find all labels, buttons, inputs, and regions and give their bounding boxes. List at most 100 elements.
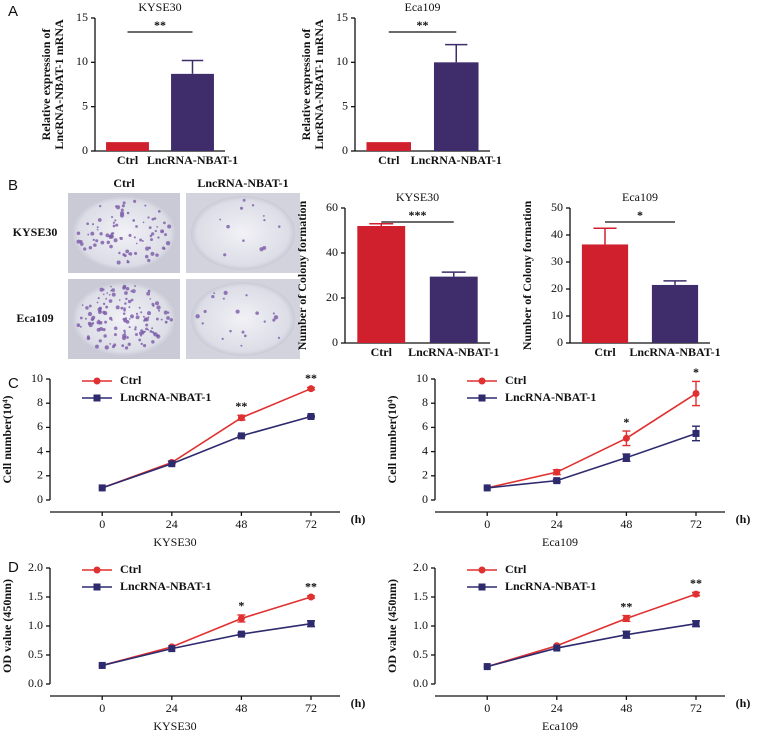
colony-dot	[164, 233, 167, 237]
colony-dot	[109, 342, 112, 345]
colony-dot	[277, 225, 281, 228]
colony-column-label: Ctrl	[113, 176, 135, 190]
x-tick-label: 72	[690, 517, 702, 531]
series-line	[102, 622, 312, 667]
error-bar	[663, 280, 687, 285]
chart-title: Eca109	[622, 190, 658, 204]
marker	[622, 454, 630, 462]
colony-dot	[91, 315, 96, 320]
colony-dot	[113, 343, 117, 347]
colony-dot	[146, 311, 152, 316]
colony-dot	[169, 318, 173, 322]
colony-dot	[96, 320, 101, 325]
colony-dot	[111, 216, 114, 219]
y-tick-label: 10	[336, 54, 348, 68]
colony-dot	[96, 327, 101, 332]
colony-dot	[142, 315, 145, 318]
legend-marker	[478, 566, 486, 574]
colony-dot	[165, 241, 171, 246]
x-unit: (h)	[351, 696, 366, 710]
y-tick-label: 1.0	[413, 618, 428, 632]
significance-label: *	[693, 365, 699, 379]
legend-marker	[93, 394, 101, 402]
colony-dot	[79, 316, 83, 320]
colony-dot	[125, 297, 128, 301]
colony-dot	[106, 240, 110, 245]
colony-dot	[195, 314, 200, 319]
colony-dot	[105, 305, 109, 309]
colony-dot	[151, 331, 153, 333]
colony-dot	[127, 342, 131, 346]
marker	[98, 661, 106, 669]
colony-dot	[81, 304, 84, 306]
colony-dot	[150, 238, 153, 242]
y-tick-label: 2.0	[28, 560, 43, 574]
colony-dot	[165, 321, 168, 323]
marker	[692, 620, 700, 628]
colony-dot	[102, 327, 106, 332]
colony-dot	[155, 253, 159, 257]
colony-dot	[149, 234, 153, 238]
colony-dot	[203, 309, 207, 314]
legend-marker	[478, 377, 486, 385]
x-tick-label: Ctrl	[117, 153, 139, 167]
error-bar	[369, 223, 394, 226]
series-line	[487, 432, 697, 489]
colony-dot	[151, 217, 155, 221]
dish	[72, 196, 176, 270]
colony-dot	[124, 317, 128, 320]
colony-dot	[128, 233, 132, 237]
colony-dot	[155, 301, 160, 306]
colony-dot	[150, 251, 155, 256]
y-tick-label: 40	[551, 227, 563, 241]
x-tick-label: 48	[620, 517, 632, 531]
colony-dot	[156, 226, 159, 228]
colony-dot	[110, 318, 113, 321]
colony-dot	[115, 205, 121, 210]
bar	[366, 142, 412, 151]
error-bar	[441, 271, 466, 277]
colony-dot	[102, 302, 106, 306]
legend-label: Ctrl	[505, 373, 527, 387]
colony-dot	[155, 317, 159, 321]
colony-dot	[124, 346, 129, 350]
significance-label: **	[620, 599, 632, 613]
y-tick-label: 4	[37, 443, 43, 457]
colony-dot	[126, 211, 130, 215]
colony-dot	[91, 223, 95, 226]
colony-dot	[83, 247, 87, 251]
y-tick-label: 0	[82, 143, 88, 157]
colony-dot	[111, 288, 116, 292]
y-axis-label: Number of Colony formation	[295, 200, 309, 350]
colony-dot	[86, 222, 89, 226]
colony-dot	[140, 311, 143, 314]
marker	[622, 614, 630, 622]
colony-dot	[163, 310, 168, 315]
error-bar	[445, 43, 468, 63]
y-tick-label: 10	[76, 54, 88, 68]
colony-dot	[93, 243, 97, 247]
colony-dot	[127, 260, 130, 264]
colony-dot	[106, 292, 109, 294]
x-tick-label: LncRNA-NBAT-1	[147, 153, 238, 167]
colony-dot	[122, 317, 126, 321]
colony-dot	[130, 314, 134, 319]
colony-dot	[85, 306, 89, 310]
colony-dot	[243, 334, 247, 338]
y-tick-label: 0	[332, 335, 338, 349]
colony-dot	[122, 201, 126, 205]
colony-dot	[88, 304, 92, 308]
y-tick-label: 1.5	[413, 589, 428, 603]
colony-dot	[124, 291, 128, 295]
colony-dot	[118, 299, 121, 301]
colony-dot	[160, 318, 163, 321]
legend-label: LncRNA-NBAT-1	[120, 579, 211, 593]
legend-marker	[93, 583, 101, 591]
bar	[651, 284, 699, 343]
colony-dot	[151, 327, 154, 330]
panel-label: D	[8, 559, 19, 576]
colony-dot	[121, 344, 125, 348]
significance-label: *	[238, 599, 244, 613]
colony-dot	[113, 333, 118, 337]
colony-dot	[122, 284, 127, 289]
